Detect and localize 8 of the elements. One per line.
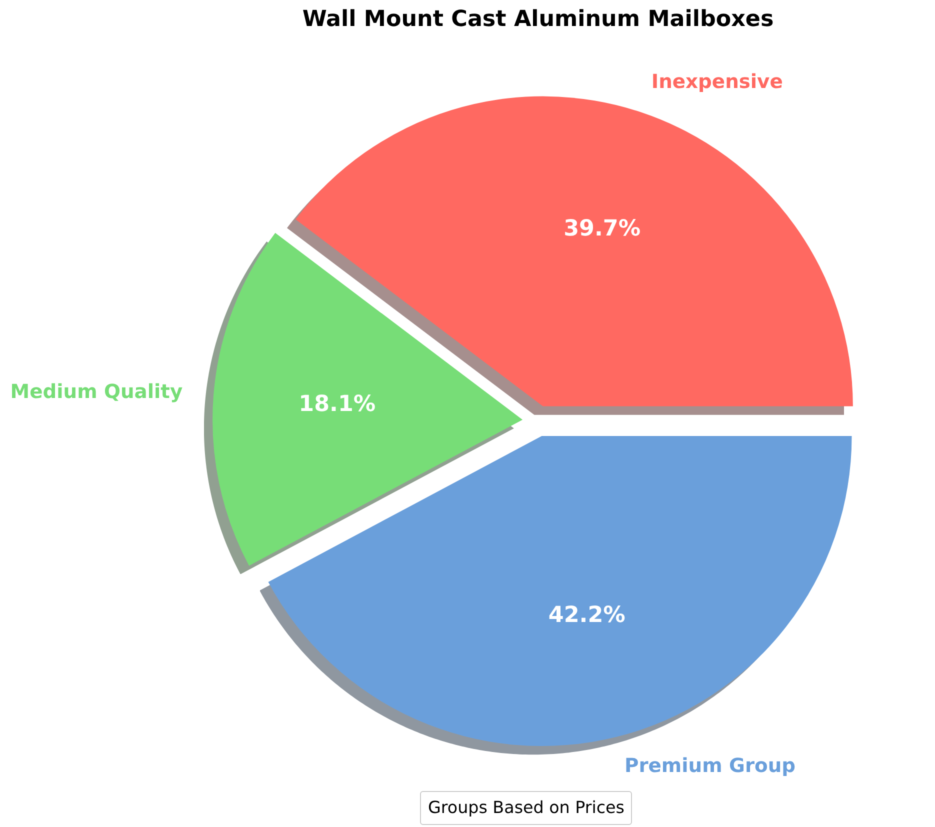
data-label: 42.2% [548, 602, 626, 628]
data-label: 18.1% [298, 390, 376, 417]
slice-label: Inexpensive [651, 70, 783, 94]
legend-title: Groups Based on Prices [420, 791, 632, 825]
chart-title: Wall Mount Cast Aluminum Mailboxes [301, 6, 775, 32]
data-label: 39.7% [564, 216, 641, 242]
slice-label: Medium Quality [10, 380, 183, 404]
slice-label: Premium Group [624, 754, 796, 777]
